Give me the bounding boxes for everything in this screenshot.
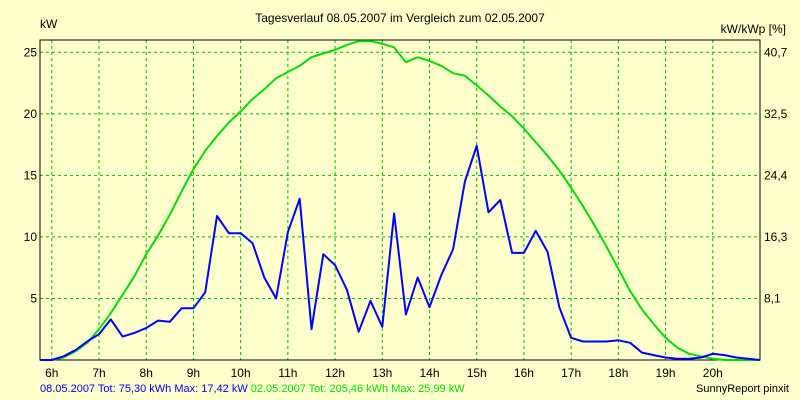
y-axis-unit-right: kW/kWp [%] bbox=[720, 22, 786, 36]
y2-tick-label: 8,1 bbox=[764, 291, 781, 305]
chart-title: Tagesverlauf 08.05.2007 im Vergleich zum… bbox=[255, 11, 545, 25]
plot-frame bbox=[39, 39, 761, 361]
x-tick-label: 15h bbox=[467, 366, 487, 380]
credit-label: SunnyReport pinxit bbox=[696, 383, 789, 395]
legend-series-2: 02.05.2007 Tot: 205,46 kWh Max: 25,99 kW bbox=[250, 383, 465, 395]
y-tick-label: 10 bbox=[24, 230, 38, 244]
chart-footer: 08.05.2007 Tot: 75,30 kWh Max: 17,42 kW … bbox=[40, 383, 465, 395]
x-tick-label: 20h bbox=[703, 366, 723, 380]
series-lines bbox=[40, 40, 761, 361]
x-tick-label: 19h bbox=[656, 366, 676, 380]
x-tick-label: 18h bbox=[608, 366, 628, 380]
grid-lines bbox=[40, 40, 760, 360]
x-tick-label: 6h bbox=[45, 366, 58, 380]
x-tick-label: 11h bbox=[278, 366, 297, 380]
y-tick-label: 5 bbox=[30, 291, 37, 305]
x-tick-label: 8h bbox=[140, 366, 153, 380]
x-tick-label: 16h bbox=[514, 366, 534, 380]
x-tick-label: 14h bbox=[419, 366, 439, 380]
y-axis-unit-left: kW bbox=[40, 17, 58, 31]
x-tick-label: 9h bbox=[187, 366, 200, 380]
legend-series-1: 08.05.2007 Tot: 75,30 kWh Max: 17,42 kW bbox=[40, 383, 248, 395]
x-tick-label: 7h bbox=[92, 366, 105, 380]
y2-tick-label: 32,5 bbox=[764, 107, 788, 121]
y-tick-label: 15 bbox=[24, 168, 38, 182]
y-tick-label: 25 bbox=[24, 45, 38, 59]
x-tick-label: 10h bbox=[231, 366, 251, 380]
series-line bbox=[40, 40, 760, 361]
y-tick-label: 20 bbox=[24, 107, 38, 121]
x-tick-label: 12h bbox=[325, 366, 345, 380]
series-line bbox=[40, 144, 761, 361]
y2-tick-label: 16,3 bbox=[764, 230, 788, 244]
y2-tick-label: 40,7 bbox=[764, 45, 788, 59]
y2-tick-label: 24,4 bbox=[764, 168, 788, 182]
tick-labels: 6h 7h 8h 9h 10h 11h 12h 13h 14h 15h 16h 17h 18h 19h 20… bbox=[24, 45, 788, 380]
x-tick-label: 17h bbox=[561, 366, 581, 380]
x-tick-label: 13h bbox=[372, 366, 392, 380]
